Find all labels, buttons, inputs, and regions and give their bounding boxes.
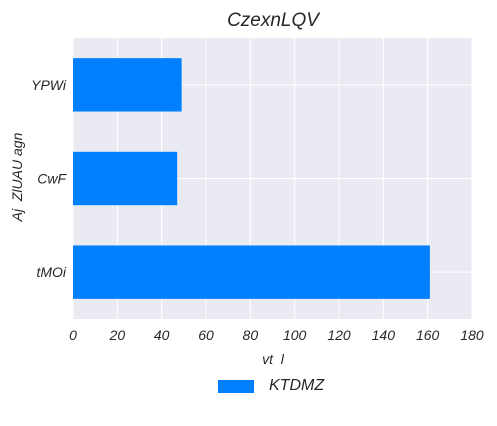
legend-swatch bbox=[218, 379, 254, 393]
y-tick-labels: YPWi CwF tMOi bbox=[31, 77, 67, 280]
bar bbox=[73, 58, 182, 112]
y-axis-label: Aj ZlUAU agn bbox=[9, 132, 25, 222]
x-tick-label: 60 bbox=[198, 327, 214, 343]
legend-label: KTDMZ bbox=[269, 377, 325, 394]
bar bbox=[73, 151, 178, 206]
y-tick-label: CwF bbox=[37, 171, 67, 187]
x-tick-label: 80 bbox=[243, 327, 259, 343]
x-tick-labels: 0 20 40 60 80 100 120 140 160 180 bbox=[69, 327, 484, 343]
x-tick-label: 140 bbox=[372, 327, 396, 343]
x-axis-label: vt l bbox=[262, 351, 285, 367]
x-tick-label: 0 bbox=[69, 327, 77, 343]
x-tick-label: 180 bbox=[460, 327, 484, 343]
x-tick-label: 160 bbox=[416, 327, 440, 343]
bars bbox=[73, 58, 430, 299]
y-tick-label: tMOi bbox=[36, 264, 66, 280]
chart-title: CzexnLQV bbox=[227, 10, 321, 31]
legend: KTDMZ bbox=[218, 373, 324, 399]
x-tick-label: 40 bbox=[154, 327, 170, 343]
x-tick-label: 100 bbox=[283, 327, 307, 343]
bar bbox=[73, 245, 430, 299]
x-tick-label: 120 bbox=[327, 327, 351, 343]
y-tick-label: YPWi bbox=[31, 77, 67, 93]
x-tick-label: 20 bbox=[109, 327, 126, 343]
